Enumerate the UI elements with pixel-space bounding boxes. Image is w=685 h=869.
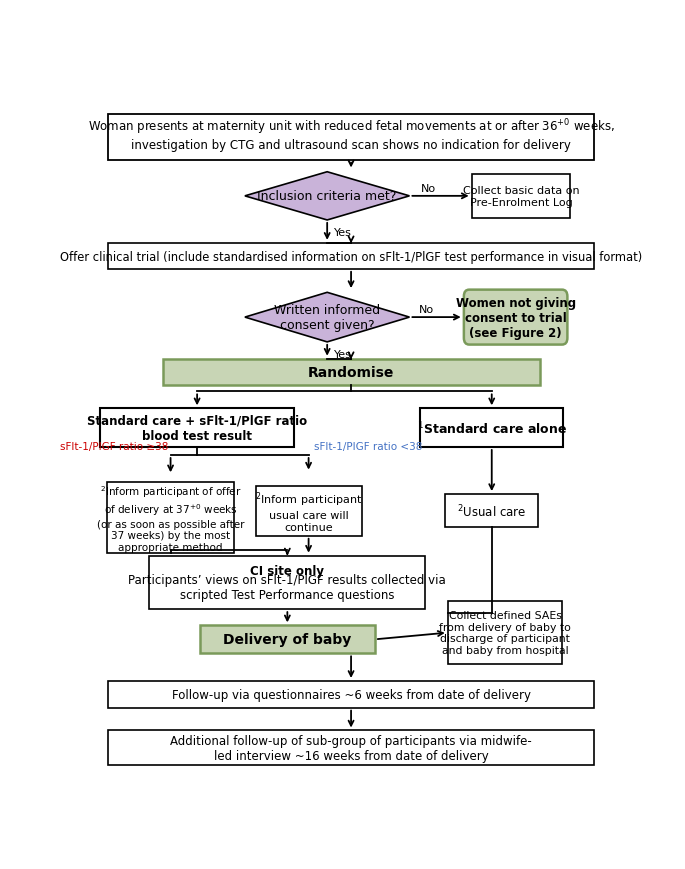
Text: Offer clinical trial (include standardised information on sFlt-1/PlGF test perfo: Offer clinical trial (include standardis… bbox=[60, 250, 642, 263]
FancyBboxPatch shape bbox=[149, 556, 425, 609]
Text: Woman presents at maternity unit with reduced fetal movements at or after 36$^{+: Woman presents at maternity unit with re… bbox=[88, 117, 614, 152]
Text: Randomise: Randomise bbox=[308, 366, 395, 380]
Text: Standard care + sFlt-1/PlGF ratio
blood test result: Standard care + sFlt-1/PlGF ratio blood … bbox=[87, 415, 307, 442]
Text: Collect defined SAEs
from delivery of baby to
discharge of participant
and baby : Collect defined SAEs from delivery of ba… bbox=[439, 611, 571, 655]
FancyBboxPatch shape bbox=[256, 486, 362, 536]
Text: Delivery of baby: Delivery of baby bbox=[223, 633, 351, 647]
Text: No: No bbox=[421, 183, 436, 194]
FancyBboxPatch shape bbox=[162, 360, 540, 385]
FancyBboxPatch shape bbox=[464, 290, 567, 345]
Text: $^2$Inform participant of offer
of delivery at 37$^{+0}$ weeks
(or as soon as po: $^2$Inform participant of offer of deliv… bbox=[97, 483, 245, 552]
Text: Yes: Yes bbox=[334, 349, 351, 360]
FancyBboxPatch shape bbox=[448, 601, 562, 665]
Text: No: No bbox=[419, 305, 434, 315]
FancyBboxPatch shape bbox=[472, 175, 570, 218]
Polygon shape bbox=[245, 173, 410, 221]
Text: Additional follow-up of sub-group of participants via midwife-
led interview ~16: Additional follow-up of sub-group of par… bbox=[170, 734, 532, 762]
Text: Written informed
consent given?: Written informed consent given? bbox=[274, 304, 380, 332]
Text: Yes: Yes bbox=[334, 228, 351, 238]
Text: Participants’ views on sFlt-1/PlGF results collected via
scripted Test Performan: Participants’ views on sFlt-1/PlGF resul… bbox=[129, 574, 446, 601]
Text: CI site only: CI site only bbox=[250, 565, 325, 578]
Text: $^2$Usual care: $^2$Usual care bbox=[457, 503, 526, 520]
FancyBboxPatch shape bbox=[100, 408, 294, 448]
FancyBboxPatch shape bbox=[108, 115, 594, 161]
FancyBboxPatch shape bbox=[108, 681, 594, 708]
Text: sFlt-1/PlGF ratio ≥38: sFlt-1/PlGF ratio ≥38 bbox=[60, 441, 168, 452]
Text: Follow-up via questionnaires ~6 weeks from date of delivery: Follow-up via questionnaires ~6 weeks fr… bbox=[171, 688, 531, 701]
FancyBboxPatch shape bbox=[420, 408, 563, 448]
Text: Collect basic data on
Pre-Enrolment Log: Collect basic data on Pre-Enrolment Log bbox=[462, 186, 580, 208]
FancyBboxPatch shape bbox=[107, 482, 234, 553]
Text: $^2$Inform participant
usual care will
continue: $^2$Inform participant usual care will c… bbox=[255, 490, 362, 532]
FancyBboxPatch shape bbox=[445, 494, 538, 527]
Text: sFlt-1/PlGF ratio <38: sFlt-1/PlGF ratio <38 bbox=[314, 441, 422, 452]
FancyBboxPatch shape bbox=[108, 244, 594, 269]
Text: Inclusion criteria met?: Inclusion criteria met? bbox=[258, 190, 397, 203]
Text: Women not giving
consent to trial
(see Figure 2): Women not giving consent to trial (see F… bbox=[456, 296, 575, 339]
Text: $^1$Standard care alone: $^1$Standard care alone bbox=[416, 420, 566, 436]
Polygon shape bbox=[245, 293, 410, 342]
FancyBboxPatch shape bbox=[108, 731, 594, 766]
FancyBboxPatch shape bbox=[200, 626, 375, 653]
